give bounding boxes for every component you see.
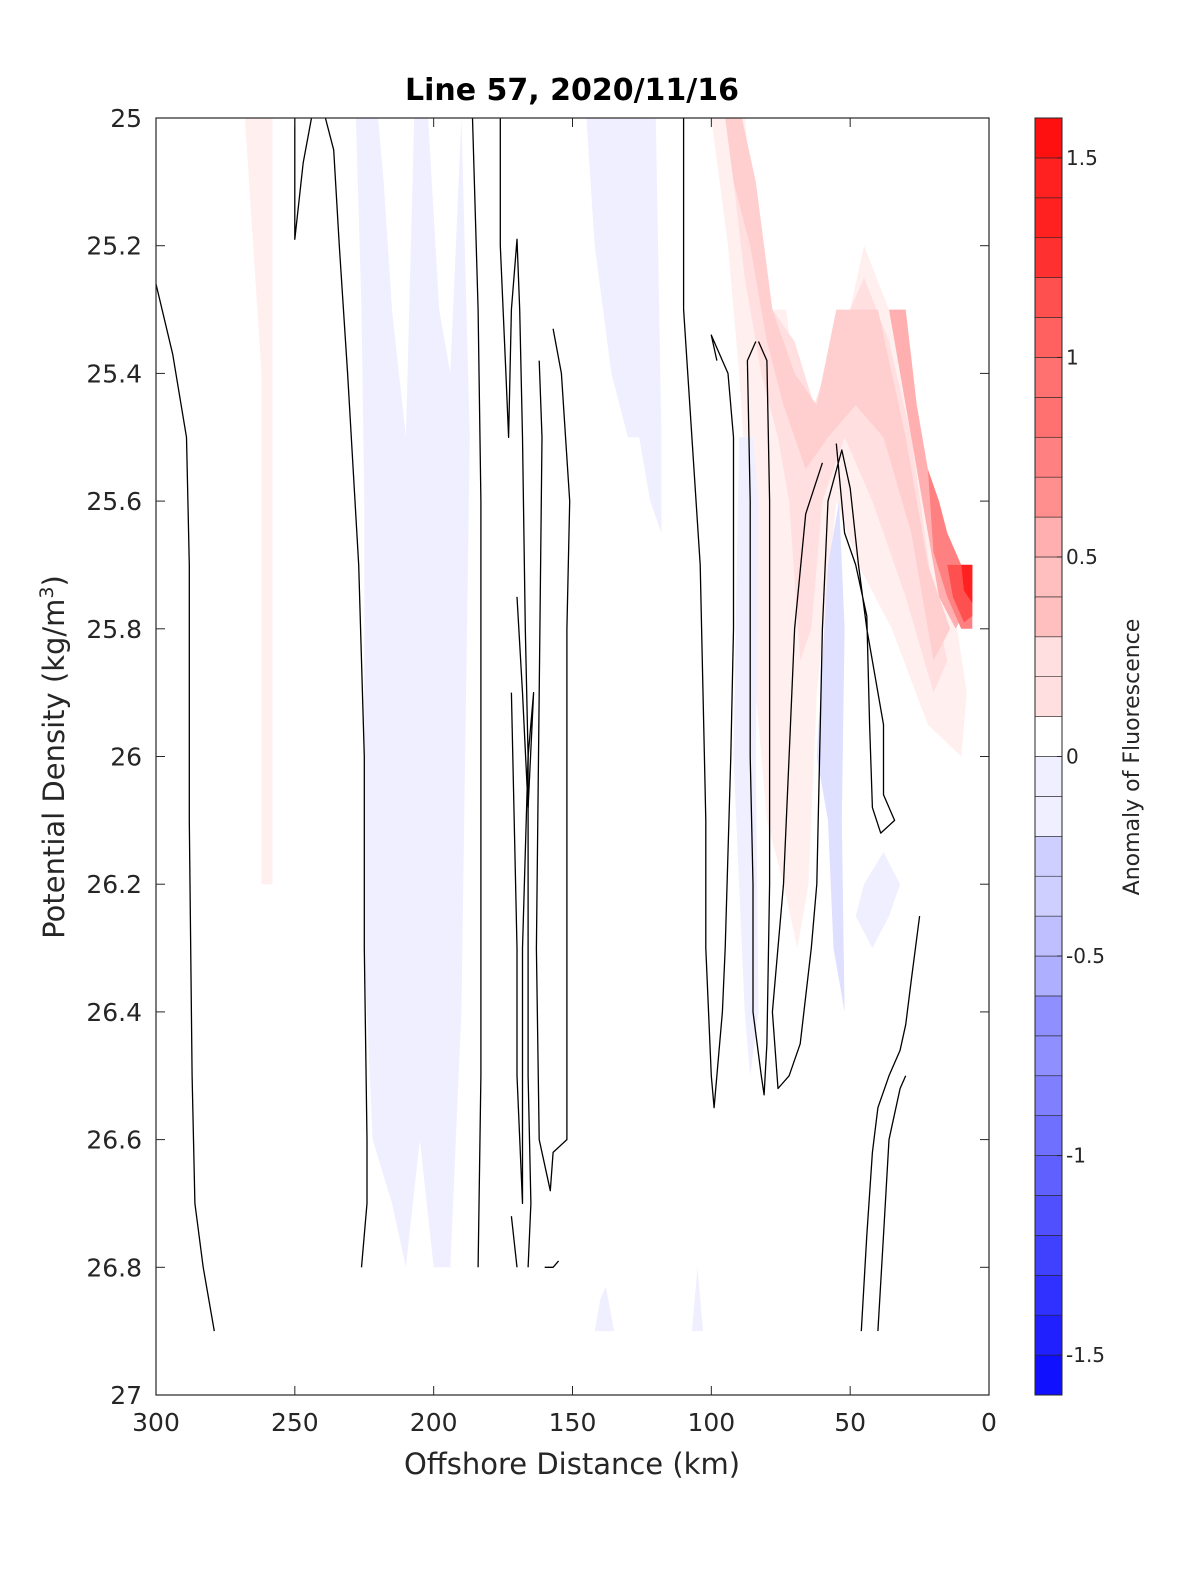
colorbar-tick-label: 1.5	[1066, 146, 1098, 170]
colorbar-cell-18	[1034, 636, 1063, 677]
y-axis: 25 25.2 25.4 25.6 25.8 26 26.2 26.4 26.6 26.8 27	[86, 104, 989, 1410]
y-axis-label-main: Potential Density (kg/m	[37, 599, 71, 939]
colorbar-cell-21	[1034, 516, 1063, 558]
colorbar-cell-19	[1034, 596, 1063, 638]
x-tick-label: 100	[687, 1408, 735, 1437]
contour-line-0	[155, 283, 215, 1332]
plot-area: 300 250 200 150 100 50 0 2525.225.425.625.8262…	[86, 104, 997, 1437]
colorbar-cell-0	[1034, 1354, 1063, 1396]
contour-line-9	[682, 118, 735, 1109]
contour-line-10	[746, 341, 771, 1096]
x-tick-label: 300	[132, 1408, 180, 1437]
y-tick-label: 26.6	[86, 1126, 142, 1155]
x-tick-label: 200	[410, 1408, 458, 1437]
y-axis-label: Potential Density (kg/m3)	[36, 575, 71, 939]
colorbar-cell-22	[1034, 476, 1063, 518]
contour-line-6	[535, 328, 571, 1192]
filled-region-14	[691, 1267, 703, 1332]
colorbar-cell-26	[1034, 317, 1063, 358]
y-axis-label-close: )	[37, 575, 71, 586]
colorbar-cell-12	[1034, 875, 1063, 917]
filled-region-3	[725, 118, 951, 661]
x-axis-label: Offshore Distance (km)	[404, 1447, 740, 1481]
y-tick-label: 25	[110, 104, 142, 133]
y-tick-label: 26.2	[86, 870, 142, 899]
contour-line-4	[499, 118, 532, 1268]
filled-region-7	[961, 564, 973, 604]
x-tick-label: 250	[271, 1408, 319, 1437]
y-tick-label: 26	[110, 743, 142, 772]
filled-region-2	[733, 181, 948, 693]
colorbar-cell-15	[1034, 756, 1063, 797]
contour-line-1	[294, 117, 313, 240]
colorbar-cell-2	[1034, 1274, 1063, 1316]
colorbar-cell-24	[1034, 397, 1063, 438]
colorbar-cell-31	[1034, 117, 1063, 159]
y-tick-label: 25.8	[86, 615, 142, 644]
contour-line-13	[877, 1075, 907, 1332]
filled-region-11	[816, 501, 845, 1012]
contour-line-2	[324, 117, 368, 1268]
colorbar-tick-label: -1	[1066, 1144, 1086, 1168]
colorbar-cell-25	[1034, 357, 1063, 398]
contour-line-11	[771, 443, 896, 1090]
colorbar-cell-17	[1034, 676, 1063, 717]
y-axis-label-exponent: 3	[36, 586, 58, 598]
contour-line-12	[860, 916, 921, 1332]
colorbar-cell-27	[1034, 277, 1063, 318]
colorbar-cell-7	[1034, 1075, 1063, 1116]
filled-region-13	[594, 1286, 615, 1332]
colorbar-cell-3	[1034, 1235, 1063, 1276]
colorbar-cell-9	[1034, 995, 1063, 1037]
colorbar-cell-20	[1034, 556, 1063, 598]
colorbar: 1.5 1 0.5 0 -0.5 -1 -1.5	[1034, 117, 1105, 1396]
y-tick-label: 26.4	[86, 998, 142, 1027]
y-tick-label: 26.8	[86, 1253, 142, 1282]
colorbar-cell-5	[1034, 1155, 1063, 1196]
x-axis: 300 250 200 150 100 50 0	[132, 118, 997, 1437]
y-tick-label: 25.4	[86, 359, 142, 388]
contour-line-8	[544, 1260, 560, 1268]
colorbar-cell-13	[1034, 836, 1063, 877]
contour-line-7	[510, 1216, 518, 1268]
filled-region-4	[889, 309, 973, 629]
colorbar-ticks: 1.5 1 0.5 0 -0.5 -1 -1.5	[1057, 146, 1105, 1367]
colorbar-label: Anomaly of Fluorescence	[1120, 619, 1145, 896]
x-tick-label: 0	[981, 1408, 997, 1437]
filled-contours	[222, 118, 973, 1332]
x-tick-label: 50	[834, 1408, 866, 1437]
filled-region-9	[586, 118, 662, 533]
contour-lines	[155, 117, 921, 1332]
colorbar-tick-label: 0	[1066, 745, 1079, 769]
colorbar-cell-30	[1034, 157, 1063, 199]
filled-region-12	[855, 852, 901, 949]
colorbar-cell-4	[1034, 1195, 1063, 1236]
contour-line-3	[471, 117, 482, 1268]
filled-region-10	[733, 437, 759, 1076]
contour-line-5	[510, 596, 535, 1205]
colorbar-cell-14	[1034, 796, 1063, 837]
colorbar-cell-10	[1034, 955, 1063, 997]
chart-title: Line 57, 2020/11/16	[405, 73, 739, 108]
colorbar-tick-label: -0.5	[1066, 944, 1105, 968]
colorbar-tick-label: -1.5	[1066, 1343, 1105, 1367]
colorbar-tick-label: 1	[1066, 345, 1079, 369]
filled-region-0	[222, 118, 273, 885]
colorbar-tick-label: 0.5	[1066, 545, 1098, 569]
colorbar-cell-8	[1034, 1035, 1063, 1077]
y-tick-label: 27	[110, 1381, 142, 1410]
colorbar-cell-16	[1034, 716, 1063, 757]
x-tick-label: 150	[549, 1408, 597, 1437]
colorbar-cell-29	[1034, 197, 1063, 239]
colorbar-cell-11	[1034, 915, 1063, 957]
y-tick-label: 25.2	[86, 232, 142, 261]
colorbar-cell-1	[1034, 1314, 1063, 1356]
y-tick-label: 25.6	[86, 487, 142, 516]
colorbar-cell-28	[1034, 237, 1063, 278]
colorbar-cell-6	[1034, 1115, 1063, 1156]
colorbar-cell-23	[1034, 436, 1063, 478]
filled-region-8	[355, 118, 470, 1268]
